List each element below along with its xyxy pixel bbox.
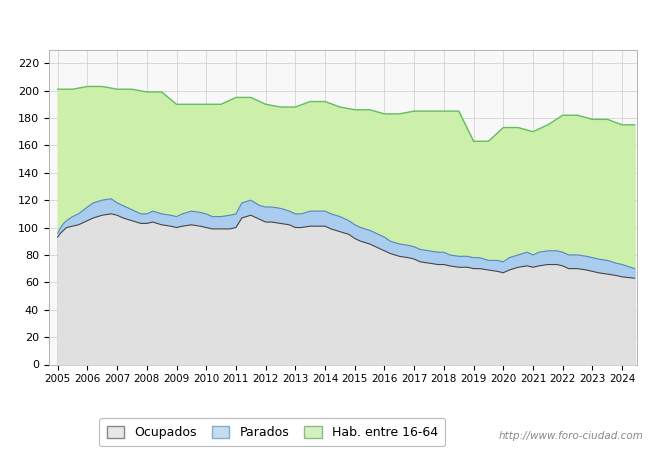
Text: http://www.foro-ciudad.com: http://www.foro-ciudad.com: [499, 431, 644, 441]
Legend: Ocupados, Parados, Hab. entre 16-64: Ocupados, Parados, Hab. entre 16-64: [99, 418, 445, 446]
Text: Valjunquera - Evolucion de la poblacion en edad de Trabajar Mayo de 2024: Valjunquera - Evolucion de la poblacion …: [17, 13, 633, 28]
